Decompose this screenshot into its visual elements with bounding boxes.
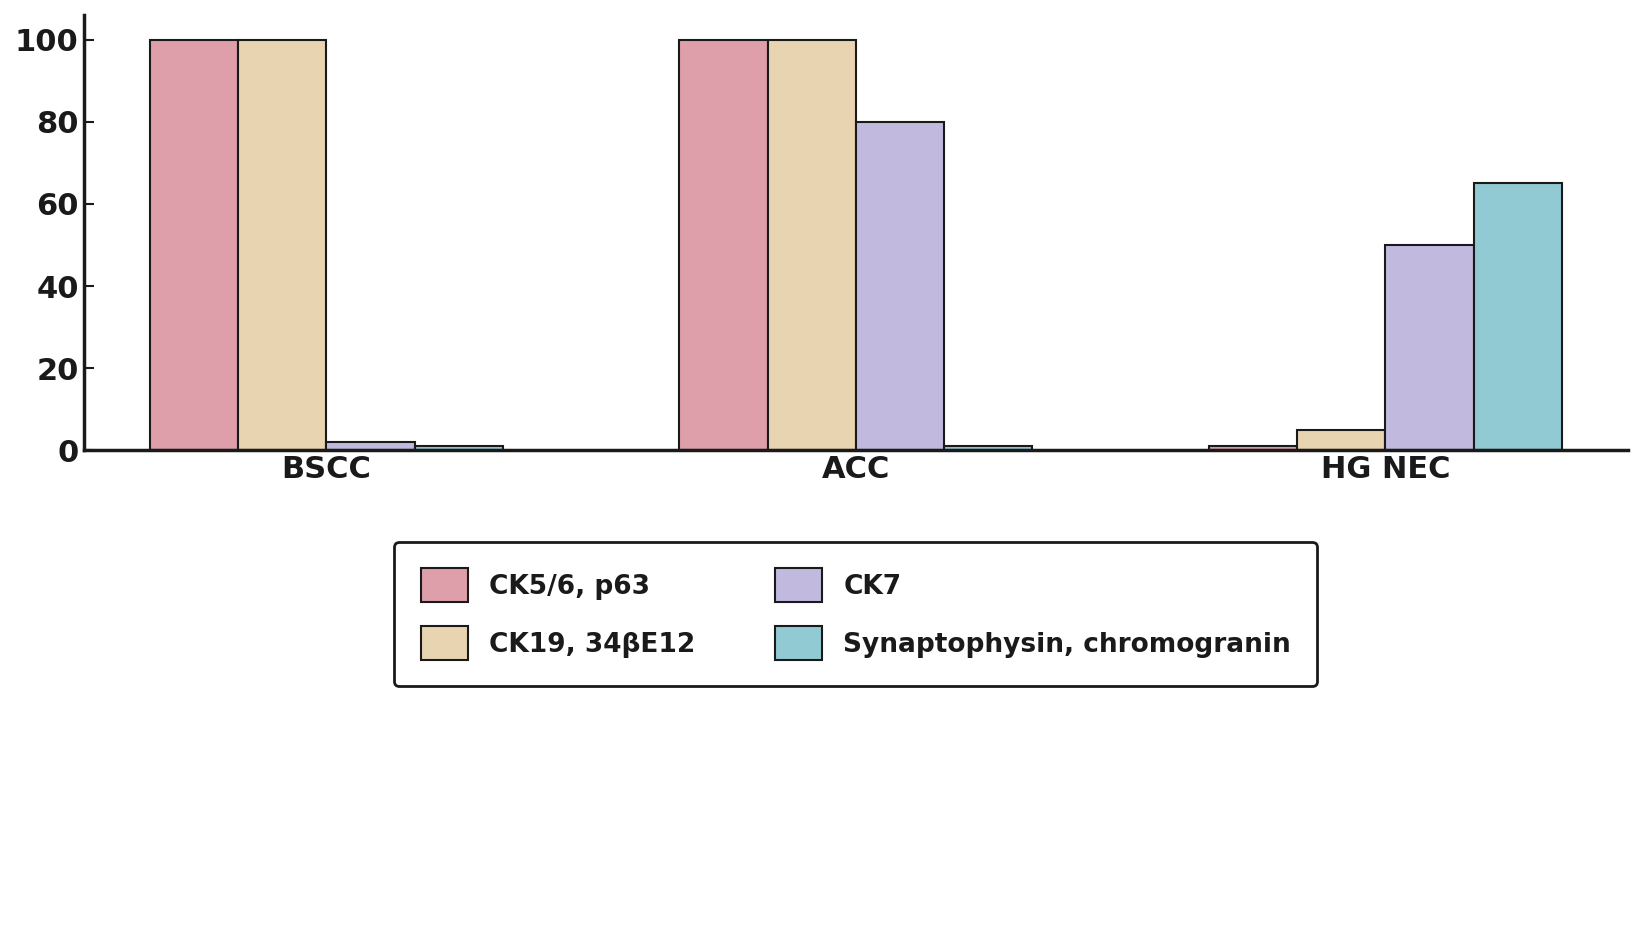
Bar <box>1385 245 1474 450</box>
Bar <box>414 447 503 450</box>
Bar <box>1296 430 1385 450</box>
Bar <box>327 443 414 450</box>
Bar <box>856 122 945 450</box>
Bar <box>767 40 856 450</box>
Bar <box>150 40 238 450</box>
Bar <box>238 40 327 450</box>
Legend: CK5/6, p63, CK19, 34βE12, CK7, Synaptophysin, chromogranin: CK5/6, p63, CK19, 34βE12, CK7, Synaptoph… <box>394 542 1318 687</box>
Bar <box>945 447 1032 450</box>
Bar <box>1209 447 1296 450</box>
Bar <box>1474 184 1562 450</box>
Bar <box>679 40 767 450</box>
